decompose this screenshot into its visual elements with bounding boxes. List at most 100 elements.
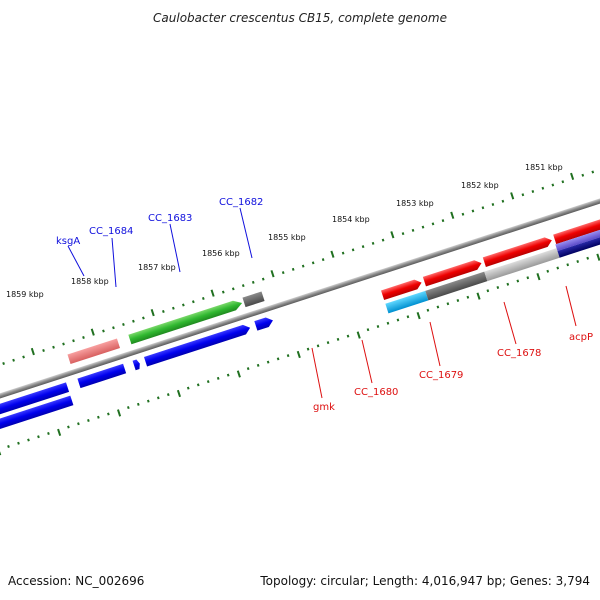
gene-cc1678-forward — [553, 212, 600, 245]
scale-minor-tick — [371, 241, 375, 245]
scale-minor-tick — [102, 329, 105, 333]
scale-major-tick — [30, 347, 35, 356]
reverse-track — [0, 218, 600, 434]
scale-minor-tick — [281, 271, 285, 275]
scale-major-tick — [390, 231, 395, 239]
scale-minor-tick — [27, 438, 30, 442]
scale-minor-tick — [551, 183, 555, 187]
scale-minor-tick — [246, 367, 250, 371]
scale-minor-tick — [136, 402, 140, 406]
gene-ksga — [67, 338, 121, 365]
gene-reverse-2 — [77, 363, 127, 389]
kbp-label: 1859 kbp — [6, 290, 44, 299]
scale-minor-tick — [456, 298, 460, 302]
scale-minor-tick — [276, 357, 280, 361]
label-leader — [565, 285, 577, 327]
label-leader — [311, 347, 323, 399]
genome-summary: Topology: circular; Length: 4,016,947 bp… — [259, 574, 590, 588]
scale-minor-tick — [37, 435, 40, 439]
scale-minor-tick — [481, 206, 485, 210]
scale-major-tick — [90, 328, 95, 336]
scale-minor-tick — [351, 248, 355, 252]
gene-cc1683 — [128, 300, 243, 345]
scale-major-tick — [570, 172, 575, 180]
scale-minor-tick — [52, 345, 55, 349]
scale-minor-tick — [67, 425, 70, 429]
scale-major-tick — [356, 331, 361, 339]
scale-minor-tick — [541, 186, 545, 190]
scale-major-tick — [296, 350, 301, 359]
scale-minor-tick — [386, 321, 390, 325]
label-leader — [169, 223, 181, 273]
scale-minor-tick — [501, 199, 505, 203]
scale-major-tick — [536, 273, 541, 281]
gene-label-acpp: acpP — [569, 332, 593, 343]
scale-minor-tick — [471, 209, 475, 213]
scale-minor-tick — [561, 180, 565, 184]
scale-minor-tick — [241, 284, 245, 288]
gene-label-cc1678: CC_1678 — [497, 348, 541, 359]
scale-minor-tick — [87, 419, 90, 423]
scale-minor-tick — [72, 339, 75, 343]
bottom-gene-labels: gmk CC_1680 CC_1679 CC_1678 acpP — [311, 285, 593, 413]
genome-backbone — [0, 157, 600, 441]
scale-minor-tick — [186, 386, 190, 390]
scale-minor-tick — [156, 396, 160, 400]
scale-minor-tick — [206, 380, 210, 384]
scale-minor-tick — [376, 324, 380, 328]
accession-label: Accession: NC_002696 — [8, 574, 144, 588]
scale-minor-tick — [336, 337, 340, 341]
scale-minor-tick — [441, 219, 445, 223]
label-leader — [361, 339, 373, 384]
gene-reverse-3 — [132, 359, 140, 371]
gene-cc1680-forward — [422, 260, 482, 287]
scale-major-tick — [510, 192, 515, 200]
gene-label-cc1684: CC_1684 — [89, 226, 133, 237]
scale-minor-tick — [201, 297, 205, 301]
scale-minor-tick — [107, 412, 110, 416]
scale-minor-tick — [12, 358, 15, 362]
scale-major-tick — [270, 270, 275, 278]
kbp-label: 1852 kbp — [461, 181, 499, 190]
scale-minor-tick — [2, 361, 5, 365]
scale-minor-tick — [401, 232, 405, 236]
scale-major-tick — [176, 389, 181, 398]
gene-reverse-1 — [0, 382, 70, 421]
scale-minor-tick — [256, 363, 260, 367]
scale-minor-tick — [531, 189, 535, 193]
map-title: Caulobacter crescentus CB15, complete ge… — [153, 11, 447, 25]
kbp-label: 1858 kbp — [71, 277, 109, 286]
scale-minor-tick — [191, 300, 195, 304]
label-leader — [503, 301, 517, 345]
scale-minor-tick — [226, 373, 230, 377]
scale-minor-tick — [231, 287, 235, 291]
gene-label-cc1682: CC_1682 — [219, 197, 263, 208]
scale-minor-tick — [516, 279, 520, 283]
scale-minor-tick — [162, 310, 165, 314]
kbp-label: 1855 kbp — [268, 233, 306, 242]
scale-minor-tick — [82, 335, 85, 339]
scale-major-tick — [330, 250, 335, 258]
scale-minor-tick — [496, 286, 500, 290]
scale-minor-tick — [506, 282, 510, 286]
scale-minor-tick — [466, 295, 470, 299]
scale-minor-tick — [316, 344, 320, 348]
scale-minor-tick — [122, 323, 125, 327]
kbp-label: 1857 kbp — [138, 263, 176, 272]
scale-minor-tick — [361, 245, 365, 249]
gene-cc1682 — [242, 291, 265, 308]
scale-minor-tick — [182, 303, 185, 307]
scale-minor-tick — [486, 289, 490, 293]
scale-minor-tick — [461, 212, 465, 216]
scale-minor-tick — [42, 348, 45, 352]
label-leader — [111, 237, 117, 288]
scale-minor-tick — [411, 228, 415, 232]
scale-minor-tick — [251, 280, 255, 284]
scale-major-tick — [236, 370, 241, 378]
scale-minor-tick — [47, 432, 50, 436]
gene-cc1678-b — [557, 225, 600, 258]
scale-minor-tick — [306, 347, 310, 351]
top-gene-labels: ksgA CC_1684 CC_1683 CC_1682 — [56, 197, 263, 288]
scale-minor-tick — [546, 269, 550, 273]
